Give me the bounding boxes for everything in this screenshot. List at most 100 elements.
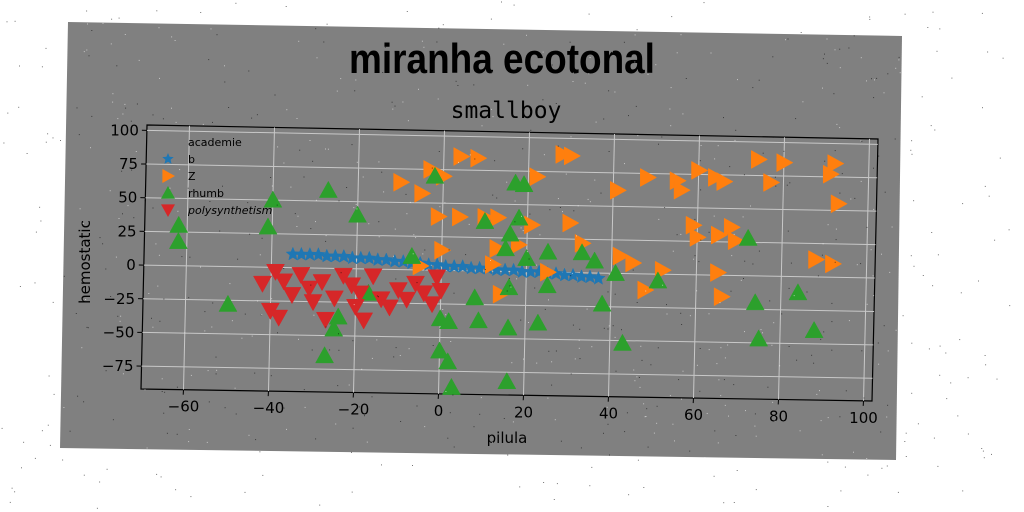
y-tick-label: −50 bbox=[103, 323, 135, 341]
axis-ticks: −60 −40 −20 0 20 40 60 80 100 100 75 50 25 0 −25 −50 −75 bbox=[102, 121, 878, 426]
Z-point bbox=[610, 180, 627, 200]
legend-label-polysynthetism: polysynthetism bbox=[187, 204, 272, 217]
polysynthetism-point bbox=[282, 287, 302, 305]
rhumb-point bbox=[606, 263, 625, 281]
Z-point bbox=[710, 263, 728, 282]
rhumb-point bbox=[788, 283, 808, 301]
rhumb-point bbox=[538, 242, 558, 260]
b-point bbox=[429, 257, 445, 272]
Z-point bbox=[825, 254, 843, 274]
x-tick-label: 60 bbox=[684, 406, 703, 424]
Z-point bbox=[689, 227, 707, 247]
Z-point bbox=[485, 255, 502, 274]
rhumb-point bbox=[572, 243, 592, 261]
y-tick-label: 25 bbox=[117, 222, 136, 240]
x-tick-label: −40 bbox=[253, 399, 285, 417]
rhumb-point bbox=[648, 271, 668, 289]
banner-title: miranha ecotonal bbox=[349, 36, 655, 83]
Z-point bbox=[673, 180, 691, 200]
rhumb-point bbox=[402, 246, 422, 264]
y-grid-line bbox=[146, 163, 878, 179]
polysynthetism-point bbox=[315, 311, 335, 329]
y-tick-label: −25 bbox=[103, 290, 135, 308]
Z-point bbox=[434, 240, 452, 260]
Z-point bbox=[612, 246, 630, 266]
polysynthetism-point bbox=[299, 280, 319, 298]
Z-point bbox=[716, 172, 734, 192]
rhumb-point bbox=[218, 294, 238, 312]
x-tick-label: 100 bbox=[849, 409, 878, 427]
rhumb-point bbox=[749, 329, 769, 347]
y-tick-label: 50 bbox=[118, 189, 137, 207]
Z-point bbox=[625, 253, 643, 273]
rhumb-point bbox=[348, 205, 367, 223]
rhumb-point bbox=[439, 312, 459, 329]
Z-point bbox=[808, 250, 826, 270]
Z-point bbox=[452, 207, 470, 227]
rhumb-point bbox=[168, 231, 188, 249]
x-grid-line bbox=[863, 138, 870, 401]
legend-label-Z: Z bbox=[188, 170, 196, 183]
b-point bbox=[565, 267, 581, 282]
Z-point bbox=[637, 280, 655, 300]
y-tick-label: −75 bbox=[102, 357, 134, 375]
x-grid-line bbox=[608, 133, 615, 397]
Z-point bbox=[564, 146, 581, 166]
y-tick-label: 100 bbox=[110, 121, 139, 139]
rhumb-point bbox=[592, 294, 612, 312]
x-grid-line bbox=[778, 137, 785, 400]
Z-point bbox=[776, 153, 794, 173]
Z-point bbox=[540, 262, 558, 282]
y-axis-label: hemostatic bbox=[76, 220, 94, 304]
rhumb-point bbox=[804, 320, 824, 338]
Z-point bbox=[691, 160, 709, 180]
x-tick-label: −60 bbox=[168, 398, 200, 416]
polysynthetism-point bbox=[427, 269, 447, 287]
polysynthetism-point bbox=[431, 283, 451, 301]
polysynthetism-point bbox=[266, 263, 285, 281]
rhumb-point bbox=[745, 293, 765, 311]
b-point bbox=[591, 270, 606, 285]
y-grid-line bbox=[141, 365, 873, 379]
polysynthetism-point bbox=[274, 273, 294, 291]
Z-point bbox=[640, 168, 658, 187]
b-point bbox=[378, 252, 394, 267]
rhumb-point bbox=[425, 166, 445, 184]
rhumb-point bbox=[509, 208, 529, 226]
polysynthetism-point bbox=[291, 267, 311, 285]
rhumb-point bbox=[585, 251, 605, 269]
Z-point bbox=[562, 213, 580, 233]
x-tick-label: 0 bbox=[434, 402, 444, 420]
legend-marker-Z bbox=[162, 169, 175, 183]
rhumb-point bbox=[465, 288, 485, 306]
Z-point bbox=[830, 194, 848, 214]
x-axis-label: pilula bbox=[487, 429, 528, 447]
rhumb-point bbox=[738, 228, 758, 246]
y-tick-label: 0 bbox=[126, 256, 136, 274]
Z-point bbox=[708, 167, 726, 187]
rhumb-point bbox=[441, 377, 461, 395]
Z-point bbox=[529, 167, 547, 187]
legend-label-b: b bbox=[188, 153, 195, 166]
b-point bbox=[506, 262, 521, 277]
rhumb-point bbox=[514, 175, 534, 193]
polysynthetism-point bbox=[354, 312, 374, 330]
Z-point bbox=[713, 287, 731, 307]
x-tick-label: −20 bbox=[338, 400, 370, 418]
Z-point bbox=[827, 154, 845, 174]
legend-label-rhumb: rhumb bbox=[188, 187, 224, 200]
chart-title: smallboy bbox=[451, 98, 562, 124]
rhumb-point bbox=[500, 224, 520, 242]
rhumb-point bbox=[537, 276, 557, 294]
polysynthetism-point bbox=[397, 291, 417, 309]
legend-marker-b bbox=[162, 153, 174, 164]
rhumb-point bbox=[613, 333, 632, 351]
polysynthetism-point bbox=[422, 296, 442, 314]
Z-point bbox=[822, 164, 840, 184]
b-point bbox=[455, 259, 470, 273]
y-grid-line bbox=[145, 197, 877, 212]
polysynthetism-point bbox=[324, 290, 344, 308]
b-point bbox=[362, 250, 377, 265]
y-tick-label: 75 bbox=[119, 155, 138, 173]
